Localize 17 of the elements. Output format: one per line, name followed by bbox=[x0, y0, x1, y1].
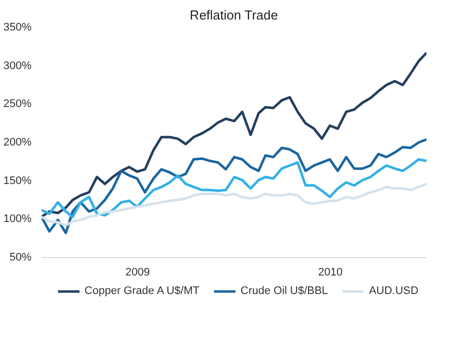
y-tick-label: 200% bbox=[3, 136, 32, 148]
x-tick-label: 2009 bbox=[125, 266, 150, 278]
y-tick-label: 300% bbox=[3, 60, 32, 72]
y-tick-label: 250% bbox=[3, 98, 32, 110]
y-tick-label: 150% bbox=[3, 174, 32, 187]
y-tick-label: 50% bbox=[9, 252, 32, 264]
line-series bbox=[42, 158, 426, 218]
legend-label: Crude Oil U$/BBL bbox=[240, 285, 328, 297]
legend-label: AUD.USD bbox=[368, 285, 418, 297]
line-series bbox=[42, 52, 426, 218]
chart-title: Reflation Trade bbox=[190, 8, 278, 22]
y-tick-label: 350% bbox=[3, 22, 32, 34]
x-tick-label: 2010 bbox=[318, 266, 343, 278]
y-tick-label: 100% bbox=[3, 213, 32, 226]
legend-label: Copper Grade A U$/MT bbox=[84, 285, 200, 297]
line-series bbox=[42, 138, 426, 234]
line-series bbox=[42, 182, 426, 227]
